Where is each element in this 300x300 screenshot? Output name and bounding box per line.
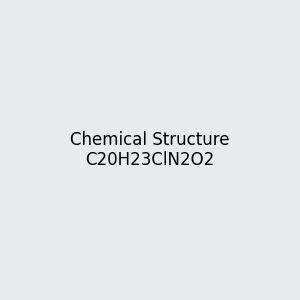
- Text: Chemical Structure
C20H23ClN2O2: Chemical Structure C20H23ClN2O2: [70, 130, 230, 170]
